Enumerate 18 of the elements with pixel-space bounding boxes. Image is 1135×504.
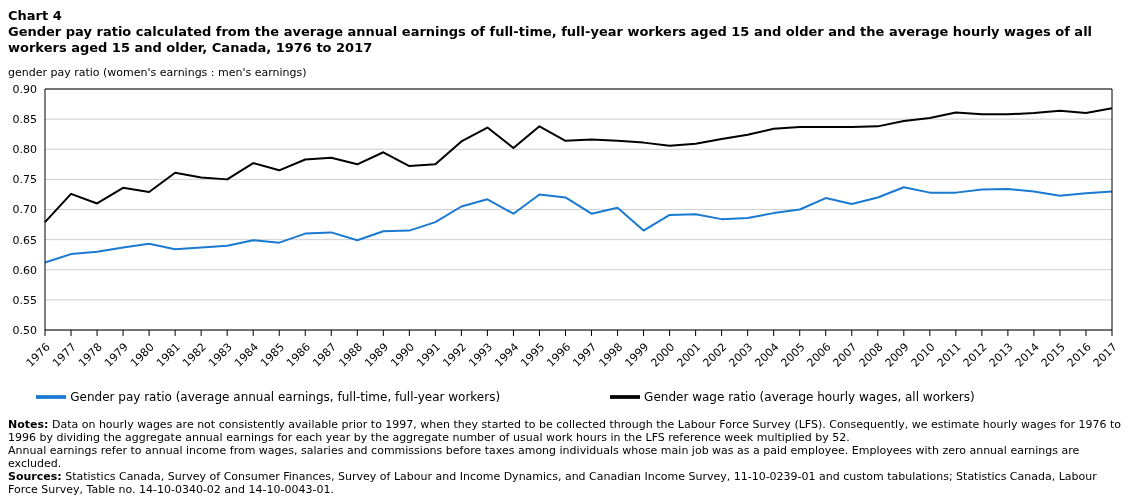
chart-title: Chart 4 bbox=[8, 8, 63, 24]
y-axis-title: gender pay ratio (women's earnings : men's earnings) bbox=[8, 66, 308, 80]
text: Annual earnings refer to annual income from wages, salaries and commissions before taxes among individuals whose main job was as a paid employee. Employees with zero annual earnings are excluded. bbox=[8, 444, 1081, 470]
line-series bbox=[44, 186, 1113, 264]
legend-label: Gender wage ratio (average hourly wages, all workers) bbox=[644, 389, 975, 404]
y-tick-label: 0.70 bbox=[12, 203, 37, 217]
legend-label: Gender pay ratio (average annual earnings, full-time, full-year workers) bbox=[70, 389, 501, 404]
y-tick-label: 0.50 bbox=[12, 323, 37, 337]
y-tick-label: 0.80 bbox=[12, 143, 37, 157]
source-note: Sources: Statistics Canada, Survey of Consumer Finances, Survey of Labour and Income Dynamics, and Canadian Income Survey, 11-10-0239-01 and custom tabulations; Statistics Canada, Labour Force Survey, Table no. 14-10-0340-02 and 14-10-0043-01. bbox=[8, 470, 1098, 496]
y-tick-label: 0.60 bbox=[12, 263, 37, 277]
y-tick-label: 0.90 bbox=[12, 82, 37, 96]
chart-subtitle: Gender pay ratio calculated from the average annual earnings of full-time, full-year workers aged 15 and older and the average hourly wages of all workers aged 15 and older, Canada, 1976 to 2017 bbox=[8, 24, 1094, 56]
y-tick-label: 0.85 bbox=[12, 113, 37, 127]
text: Notes: Data on hourly wages are not consistently available prior to 1997, when they started to be collected through the Labour Force Survey (LFS). Consequently, we estimate hourly wages for 1976 to 1996 by dividing the aggregate annual earnings for each year by the aggregate number of usual work hours in the LFS reference week multiplied by 52. bbox=[8, 418, 1122, 444]
y-tick-label: 0.55 bbox=[12, 293, 37, 307]
y-tick-label: 0.65 bbox=[12, 233, 37, 247]
y-tick-label: 0.75 bbox=[12, 173, 37, 187]
